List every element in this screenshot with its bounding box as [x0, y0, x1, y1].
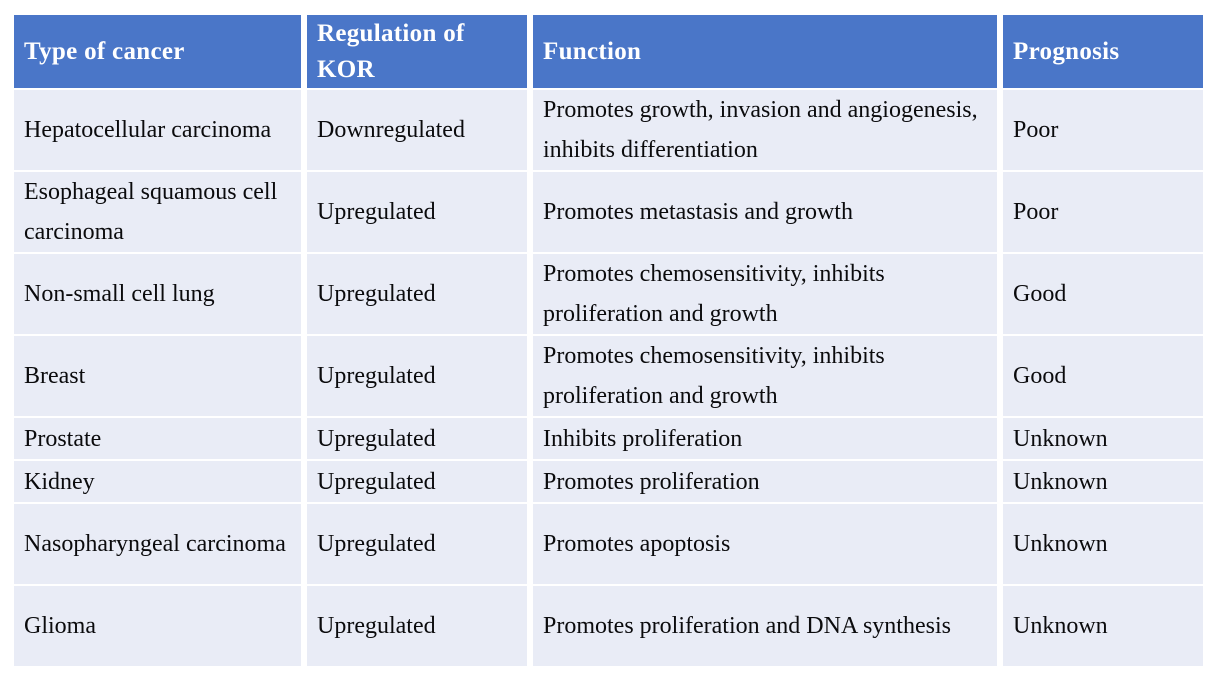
cell-prognosis: Poor: [1003, 172, 1203, 254]
cell-regulation: Downregulated: [307, 90, 533, 172]
table-row-breast: Breast Upregulated Promotes chemosensiti…: [14, 336, 1203, 418]
cell-prognosis: Poor: [1003, 90, 1203, 172]
cell-cancer-type: Hepatocellular carcinoma: [14, 90, 307, 172]
cell-regulation: Upregulated: [307, 418, 533, 461]
cell-cancer-type: Prostate: [14, 418, 307, 461]
cell-cancer-type: Nasopharyngeal carcinoma: [14, 504, 307, 586]
table-row-kidney: Kidney Upregulated Promotes proliferatio…: [14, 461, 1203, 504]
table-row-glioma: Glioma Upregulated Promotes proliferatio…: [14, 586, 1203, 668]
cell-prognosis: Unknown: [1003, 504, 1203, 586]
cell-prognosis: Unknown: [1003, 586, 1203, 668]
cell-regulation: Upregulated: [307, 504, 533, 586]
header-cell-prognosis: Prognosis: [1003, 15, 1203, 90]
cell-prognosis: Good: [1003, 254, 1203, 336]
header-cell-regulation-of-kor: Regulation of KOR: [307, 15, 533, 90]
table-row-hepatocellular: Hepatocellular carcinoma Downregulated P…: [14, 90, 1203, 172]
cell-prognosis: Good: [1003, 336, 1203, 418]
header-cell-function: Function: [533, 15, 1003, 90]
cell-cancer-type: Esophageal squamous cell carcinoma: [14, 172, 307, 254]
cell-regulation: Upregulated: [307, 254, 533, 336]
table-row-nasopharyngeal: Nasopharyngeal carcinoma Upregulated Pro…: [14, 504, 1203, 586]
cell-function: Promotes apoptosis: [533, 504, 1003, 586]
cell-prognosis: Unknown: [1003, 461, 1203, 504]
cell-function: Promotes chemosensitivity, inhibits prol…: [533, 336, 1003, 418]
header-cell-type-of-cancer: Type of cancer: [14, 15, 307, 90]
cell-cancer-type: Breast: [14, 336, 307, 418]
cell-cancer-type: Kidney: [14, 461, 307, 504]
cell-function: Promotes proliferation: [533, 461, 1003, 504]
cell-regulation: Upregulated: [307, 586, 533, 668]
cell-function: Promotes metastasis and growth: [533, 172, 1003, 254]
table-row-non-small-cell-lung: Non-small cell lung Upregulated Promotes…: [14, 254, 1203, 336]
header-row: Type of cancer Regulation of KOR Functio…: [14, 15, 1203, 90]
cell-prognosis: Unknown: [1003, 418, 1203, 461]
cell-function: Inhibits proliferation: [533, 418, 1003, 461]
kor-cancer-table: Type of cancer Regulation of KOR Functio…: [14, 15, 1203, 668]
cell-cancer-type: Non-small cell lung: [14, 254, 307, 336]
cell-regulation: Upregulated: [307, 172, 533, 254]
cell-regulation: Upregulated: [307, 461, 533, 504]
cell-function: Promotes growth, invasion and angiogenes…: [533, 90, 1003, 172]
cell-regulation: Upregulated: [307, 336, 533, 418]
table-row-prostate: Prostate Upregulated Inhibits proliferat…: [14, 418, 1203, 461]
table-row-esophageal: Esophageal squamous cell carcinoma Upreg…: [14, 172, 1203, 254]
cell-function: Promotes chemosensitivity, inhibits prol…: [533, 254, 1003, 336]
cell-function: Promotes proliferation and DNA synthesis: [533, 586, 1003, 668]
cell-cancer-type: Glioma: [14, 586, 307, 668]
